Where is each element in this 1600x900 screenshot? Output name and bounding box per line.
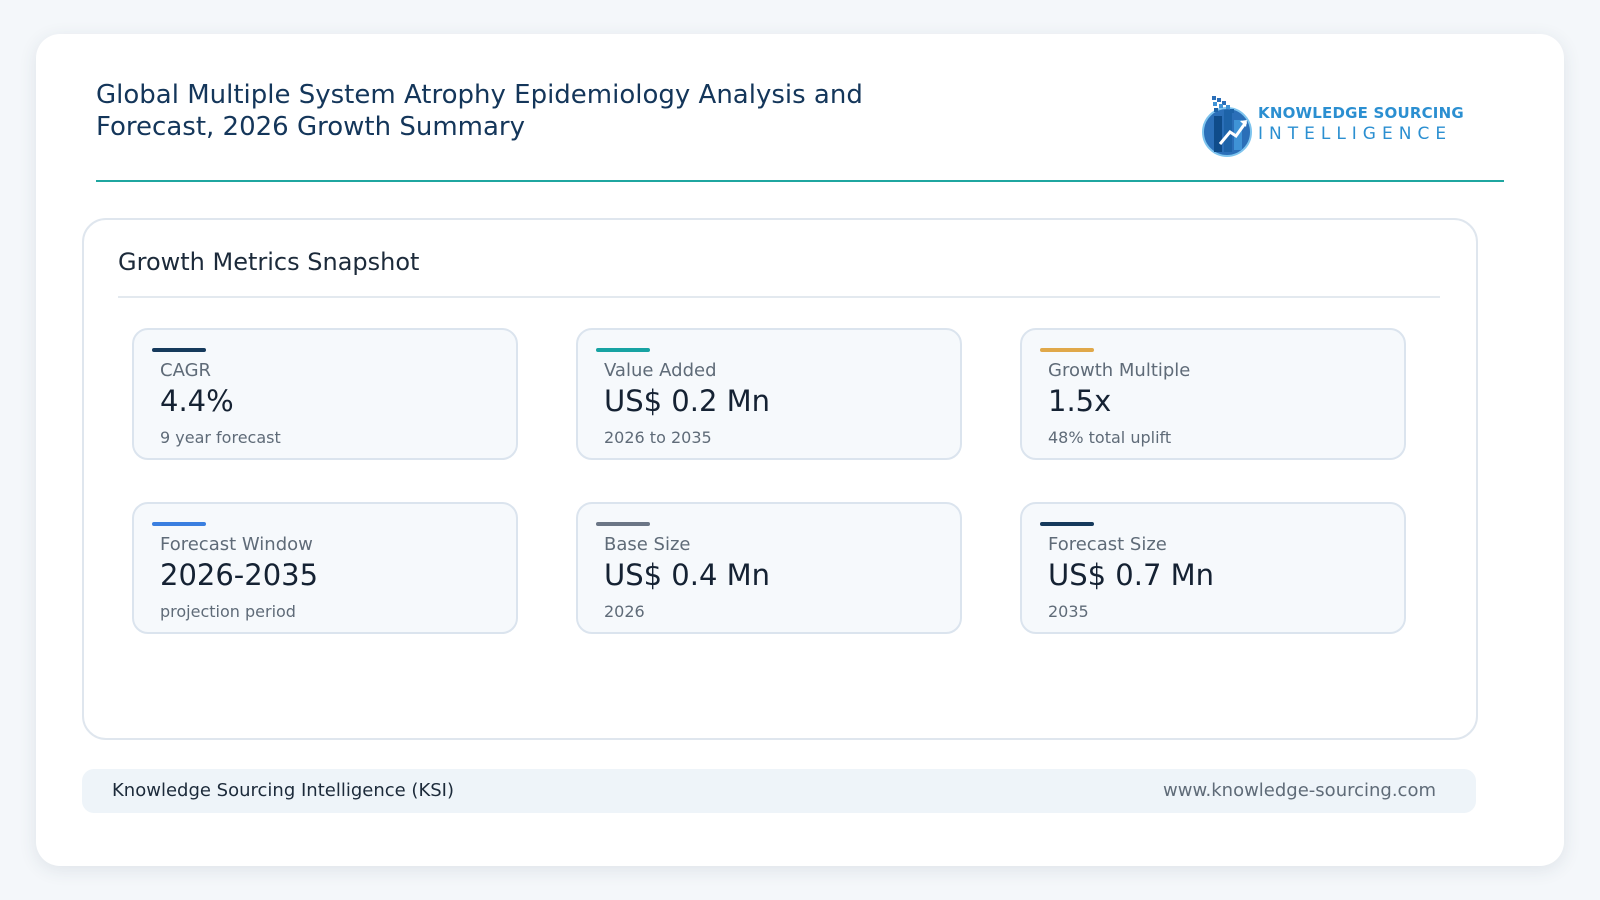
footer-website-link[interactable]: www.knowledge-sourcing.com (1163, 780, 1436, 801)
logo-text-secondary: INTELLIGENCE (1258, 124, 1453, 144)
company-logo: KNOWLEDGE SOURCING INTELLIGENCE (1200, 94, 1464, 164)
metric-value: 1.5x (1048, 384, 1112, 418)
metric-value: US$ 0.7 Mn (1048, 558, 1215, 592)
metric-value: US$ 0.4 Mn (604, 558, 771, 592)
panel-title: Growth Metrics Snapshot (118, 248, 420, 276)
metric-value: US$ 0.2 Mn (604, 384, 771, 418)
metric-card-value-added: Value Added US$ 0.2 Mn 2026 to 2035 (576, 328, 962, 460)
growth-metrics-panel: Growth Metrics Snapshot CAGR 4.4% 9 year… (82, 218, 1478, 740)
metric-card-forecast-size: Forecast Size US$ 0.7 Mn 2035 (1020, 502, 1406, 634)
footer: Knowledge Sourcing Intelligence (KSI) ww… (82, 769, 1476, 813)
logo-text-primary: KNOWLEDGE SOURCING (1258, 104, 1464, 122)
metric-label: Forecast Window (160, 534, 313, 555)
metric-label: Value Added (604, 360, 717, 381)
header: Global Multiple System Atrophy Epidemiol… (96, 74, 1504, 182)
panel-divider (118, 296, 1440, 298)
card-accent-bar (152, 348, 206, 352)
metric-label: Base Size (604, 534, 691, 555)
metric-label: Growth Multiple (1048, 360, 1191, 381)
metric-subtext: 2026 to 2035 (604, 428, 712, 447)
metric-label: CAGR (160, 360, 212, 381)
metric-subtext: 2026 (604, 602, 645, 621)
summary-frame: Global Multiple System Atrophy Epidemiol… (36, 34, 1564, 866)
metric-subtext: projection period (160, 602, 296, 621)
card-accent-bar (596, 522, 650, 526)
metric-card-cagr: CAGR 4.4% 9 year forecast (132, 328, 518, 460)
metric-card-base-size: Base Size US$ 0.4 Mn 2026 (576, 502, 962, 634)
metric-label: Forecast Size (1048, 534, 1167, 555)
metric-subtext: 48% total uplift (1048, 428, 1172, 447)
metric-card-growth-multiple: Growth Multiple 1.5x 48% total uplift (1020, 328, 1406, 460)
card-accent-bar (1040, 348, 1094, 352)
footer-company-name: Knowledge Sourcing Intelligence (KSI) (112, 780, 455, 801)
metric-value: 4.4% (160, 384, 234, 418)
metric-value: 2026-2035 (160, 558, 319, 592)
metric-subtext: 2035 (1048, 602, 1089, 621)
metric-subtext: 9 year forecast (160, 428, 281, 447)
page-title: Global Multiple System Atrophy Epidemiol… (96, 80, 863, 142)
metric-card-forecast-window: Forecast Window 2026-2035 projection per… (132, 502, 518, 634)
building-globe-logo-icon (1202, 96, 1252, 157)
card-accent-bar (152, 522, 206, 526)
card-accent-bar (1040, 522, 1094, 526)
card-accent-bar (596, 348, 650, 352)
